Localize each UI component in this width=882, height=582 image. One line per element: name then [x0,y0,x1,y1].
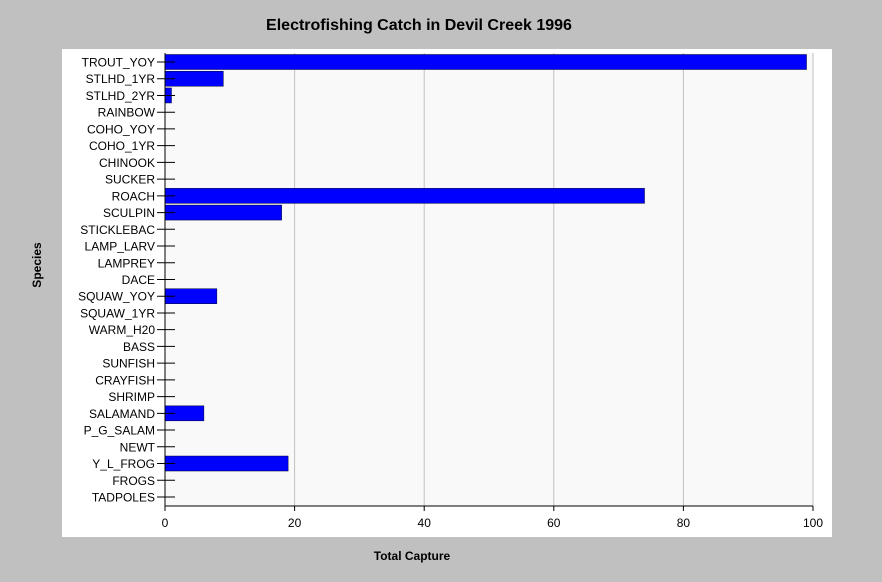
y-tick-label: FROGS [112,474,155,488]
x-tick-label: 60 [547,516,561,530]
y-tick-label: STICKLEBAC [80,223,155,237]
y-tick-label: WARM_H20 [89,323,156,337]
x-axis-label: Total Capture [373,549,451,563]
y-tick-label: SUNFISH [102,357,155,371]
y-tick-label: SCULPIN [103,206,155,220]
y-tick-label: CHINOOK [99,156,155,170]
y-tick-label: CRAYFISH [95,373,155,387]
y-tick-label: P_G_SALAM [84,424,155,438]
x-tick-label: 100 [803,516,823,530]
y-tick-label: SHRIMP [108,390,155,404]
y-tick-label: COHO_YOY [87,122,155,136]
y-tick-label: ROACH [112,189,155,203]
y-tick-label: STLHD_2YR [86,89,156,103]
x-tick-label: 0 [162,516,169,530]
x-tick-label: 20 [288,516,302,530]
y-tick-label: LAMP_LARV [85,240,155,254]
bar-trout-yoy [164,54,807,70]
y-tick-label: SALAMAND [89,407,155,421]
chart-title: Electrofishing Catch in Devil Creek 1996 [266,17,572,34]
bar-roach [164,188,645,204]
x-tick-label: 80 [677,516,691,530]
y-tick-label: TADPOLES [92,490,155,504]
y-tick-label: STLHD_1YR [86,72,156,86]
bar-y-l-frog [164,455,289,472]
y-tick-label: NEWT [120,440,156,454]
y-tick-label: SQUAW_1YR [80,306,155,320]
y-tick-label: Y_L_FROG [92,457,155,471]
y-tick-label: BASS [123,340,155,354]
y-tick-label: COHO_1YR [89,139,155,153]
bar-sculpin [164,204,282,221]
y-tick-label: SQUAW_YOY [78,290,155,304]
y-tick-label: TROUT_YOY [82,56,155,70]
plot-area [165,53,813,506]
y-tick-label: SUCKER [105,173,155,187]
y-tick-label: DACE [122,273,155,287]
y-tick-label: RAINBOW [98,106,156,120]
y-tick-label: LAMPREY [98,256,155,270]
x-tick-label: 40 [418,516,432,530]
